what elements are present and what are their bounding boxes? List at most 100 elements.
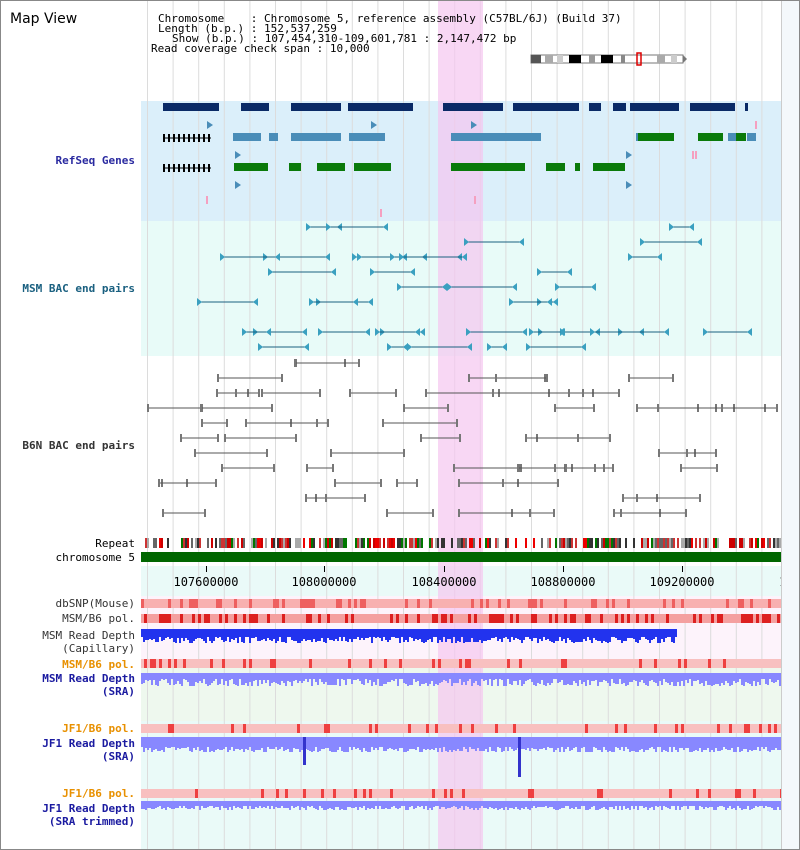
- snp-density-cell: [357, 724, 360, 733]
- snp-density-cell: [591, 659, 594, 668]
- read-depth-bar: [357, 801, 359, 810]
- track-label-msm-b6-pol-sra[interactable]: MSM/B6 pol.: [62, 658, 135, 671]
- read-depth-bar: [421, 737, 423, 752]
- snp-density-cell: [384, 614, 387, 623]
- read-depth-bar: [693, 737, 695, 751]
- track-label-msm-depth-capillary[interactable]: MSM Read Depth (Capillary): [42, 629, 135, 655]
- read-depth-bar: [473, 629, 475, 642]
- snp-density-cell: [276, 659, 279, 668]
- b6n-end-marker: [447, 404, 449, 412]
- read-depth-bar: [303, 673, 305, 681]
- snp-density-cell: [513, 659, 516, 668]
- snp-density-cell: [726, 599, 729, 608]
- track-label-msm-depth-sra[interactable]: MSM Read Depth (SRA): [42, 672, 135, 698]
- track-label-jf1-b6-pol[interactable]: JF1/B6 pol.: [62, 722, 135, 735]
- snp-density-cell: [594, 789, 597, 798]
- gene-feature: [354, 163, 391, 171]
- read-depth-bar: [189, 673, 191, 686]
- snp-density-cell: [201, 659, 204, 668]
- info-show-row: Show (b.p.) : 107,454,310-109,601,781 : …: [172, 32, 517, 45]
- track-label-jf1-depth-trimmed[interactable]: JF1 Read Depth (SRA trimmed): [42, 802, 135, 828]
- snp-density-cell: [699, 614, 702, 623]
- track-label-b6n-bac[interactable]: B6N BAC end pairs: [22, 439, 135, 452]
- read-depth-bar: [449, 629, 451, 639]
- read-depth-bar: [509, 629, 511, 642]
- read-depth-bar: [149, 673, 151, 680]
- snp-density-cell: [540, 599, 543, 608]
- read-depth-bar: [141, 737, 143, 747]
- read-depth-bar: [459, 801, 461, 808]
- snp-density-cell: [636, 599, 639, 608]
- read-depth-bar: [459, 629, 461, 642]
- b6n-end-marker: [201, 419, 203, 427]
- snp-density-cell: [186, 614, 189, 623]
- snp-density-cell: [153, 614, 156, 623]
- snp-density-cell: [696, 789, 699, 798]
- snp-density-cell: [354, 724, 357, 733]
- read-depth-bar: [559, 737, 561, 752]
- gene-exon: [193, 134, 195, 142]
- snp-density-cell: [414, 659, 417, 668]
- snp-density-cell: [240, 599, 243, 608]
- read-depth-bar: [549, 629, 551, 641]
- read-depth-bar: [317, 673, 319, 685]
- track-label-jf1-b6-pol-trimmed[interactable]: JF1/B6 pol.: [62, 787, 135, 800]
- chromosome-ideogram[interactable]: [529, 52, 689, 66]
- read-depth-bar: [219, 801, 221, 810]
- read-depth-bar: [185, 801, 187, 808]
- read-depth-bar: [625, 629, 627, 641]
- track-label-chromosome[interactable]: chromosome 5: [55, 551, 135, 564]
- b6n-end-marker: [235, 389, 237, 397]
- read-depth-bar: [393, 737, 395, 750]
- read-depth-bar: [373, 629, 375, 637]
- track-area[interactable]: 107600000 108000000 108400000 108800000 …: [141, 1, 781, 850]
- read-depth-bar: [443, 673, 445, 680]
- read-depth-bar: [243, 737, 245, 752]
- read-depth-bar: [359, 737, 361, 750]
- snp-density-cell: [468, 789, 471, 798]
- vertical-scrollbar[interactable]: [781, 1, 799, 849]
- snp-density-cell: [471, 614, 474, 623]
- b6n-end-marker: [204, 509, 206, 517]
- read-depth-bar: [257, 629, 259, 641]
- track-label-repeat[interactable]: Repeat: [95, 537, 135, 550]
- gene-strand-marker: [235, 151, 241, 159]
- read-depth-bar: [231, 801, 233, 810]
- b6n-end-marker: [699, 494, 701, 502]
- read-depth-bar: [745, 801, 747, 809]
- snp-density-cell: [654, 599, 657, 608]
- snp-density-cell: [717, 724, 720, 733]
- snp-density-cell: [306, 599, 309, 608]
- read-depth-bar: [481, 629, 483, 643]
- snp-density-cell: [456, 599, 459, 608]
- track-label-msm-b6-pol[interactable]: MSM/B6 pol.: [62, 612, 135, 625]
- read-depth-bar: [761, 801, 763, 806]
- read-depth-bar: [391, 737, 393, 749]
- read-depth-bar: [721, 673, 723, 683]
- snp-density-cell: [315, 659, 318, 668]
- snp-density-cell: [288, 789, 291, 798]
- track-canvas[interactable]: [141, 1, 781, 850]
- snp-density-cell: [450, 599, 453, 608]
- track-label-msm-bac[interactable]: MSM BAC end pairs: [22, 282, 135, 295]
- repeat-feature: [659, 538, 661, 548]
- snp-density-cell: [270, 599, 273, 608]
- read-depth-bar: [761, 673, 763, 679]
- read-depth-bar: [349, 629, 351, 639]
- read-depth-bar: [463, 673, 465, 682]
- snp-density-cell: [516, 614, 519, 623]
- track-label-jf1-depth-sra[interactable]: JF1 Read Depth (SRA): [42, 737, 135, 763]
- read-depth-bar: [689, 737, 691, 752]
- track-label-refseq-genes[interactable]: RefSeq Genes: [55, 154, 135, 167]
- snp-density-cell: [468, 599, 471, 608]
- read-depth-bar: [717, 737, 719, 751]
- repeat-feature: [219, 538, 221, 548]
- read-depth-bar: [383, 801, 385, 809]
- read-depth-bar: [225, 737, 227, 747]
- read-depth-bar: [667, 629, 669, 637]
- read-depth-bar: [719, 673, 721, 686]
- bac-end-marker: [689, 223, 694, 231]
- read-depth-bar: [207, 673, 209, 686]
- bac-end-marker: [375, 328, 380, 336]
- track-label-dbsnp[interactable]: dbSNP(Mouse): [55, 597, 135, 610]
